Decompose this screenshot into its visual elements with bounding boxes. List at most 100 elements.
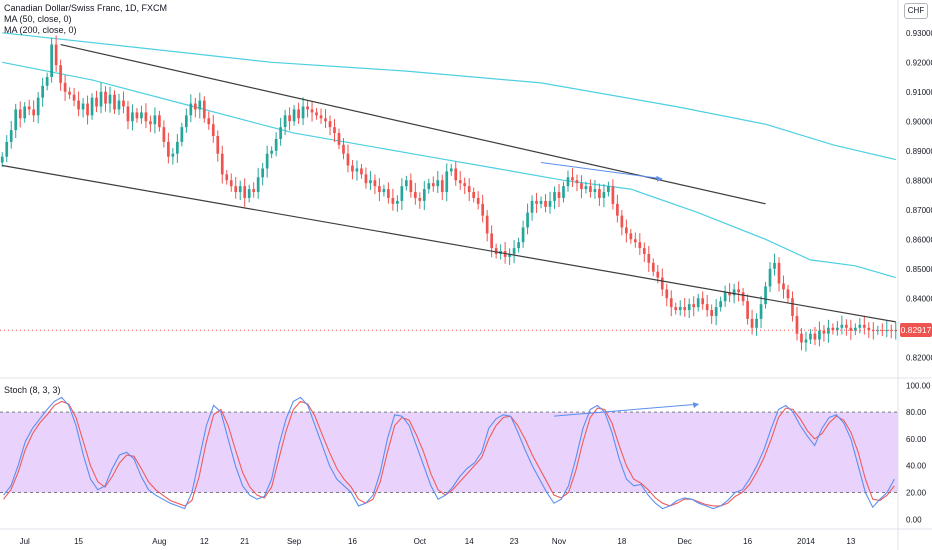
candle-body (782, 283, 785, 290)
candle-body (135, 112, 139, 119)
candle-body (144, 112, 148, 122)
candle-body (184, 115, 188, 128)
candle-body (283, 115, 287, 128)
candle-body (391, 197, 395, 204)
candle-body (642, 248, 646, 254)
candle-body (387, 189, 390, 198)
candle-body (328, 121, 332, 128)
candle-body (270, 150, 273, 154)
candle-body (687, 304, 691, 311)
candle-body (436, 180, 440, 187)
candle-body (77, 100, 80, 110)
candle-body (773, 262, 776, 269)
candle-body (324, 118, 327, 122)
candle-body (315, 112, 318, 116)
candle-body (485, 215, 489, 234)
candle-body (220, 153, 224, 175)
candle-body (274, 138, 278, 151)
candle-body (719, 301, 722, 308)
candle-body (81, 103, 85, 110)
candle-body (813, 333, 817, 340)
candle-body (476, 197, 480, 204)
candle-body (880, 330, 884, 332)
candle-body (216, 136, 220, 154)
candle-body (122, 100, 125, 107)
candle-body (247, 189, 251, 198)
candle-body (158, 115, 161, 128)
candle-body (454, 168, 458, 181)
candle-body (440, 180, 444, 193)
candle-body (364, 174, 368, 184)
candle-body (36, 97, 40, 116)
candle-body (512, 248, 516, 254)
trendline (2, 164, 896, 323)
time-tick-label: 18 (617, 537, 626, 546)
candle-body (849, 327, 853, 331)
candle-body (149, 121, 152, 125)
candle-body (786, 289, 790, 299)
candle-body (229, 180, 233, 187)
candle-body (0, 156, 4, 163)
candle-body (14, 109, 18, 131)
candle-body (490, 233, 494, 249)
candle-body (750, 318, 754, 328)
stoch-tick-label: 40.00 (906, 462, 927, 471)
candle-body (822, 330, 826, 334)
candle-body (234, 186, 238, 193)
candle-body (431, 183, 435, 187)
time-tick-label: 21 (240, 537, 249, 546)
stoch-tick-label: 80.00 (906, 408, 927, 417)
candle-body (342, 144, 345, 154)
candle-body (378, 186, 381, 193)
time-tick-label: Dec (678, 537, 692, 546)
time-tick-label: 15 (74, 537, 83, 546)
candle-body (126, 106, 130, 122)
candle-body (297, 109, 300, 119)
candle-body (95, 97, 98, 107)
candle-body (548, 200, 552, 207)
candle-body (167, 141, 170, 157)
candle-body (108, 94, 112, 104)
candle-body (629, 233, 633, 240)
candle-body (400, 186, 404, 201)
candle-body (562, 186, 565, 198)
candle-body (723, 292, 727, 302)
candle-body (889, 330, 893, 332)
stoch-legend: Stoch (8, 3, 3) (4, 385, 61, 395)
candle-body (355, 168, 359, 172)
candle-body (396, 200, 399, 204)
candle-body (382, 189, 386, 193)
candle-body (337, 133, 341, 145)
candle-body (131, 112, 134, 122)
candle-body (831, 327, 835, 331)
candle-body (413, 192, 417, 198)
candle-body (818, 330, 821, 340)
candle-body (23, 106, 27, 119)
candle-body (301, 106, 305, 119)
currency-badge[interactable]: CHF (904, 3, 928, 19)
ma200-legend: MA (200, close, 0) (4, 25, 77, 35)
candle-body (692, 304, 696, 308)
candle-body (104, 91, 107, 104)
candle-body (553, 192, 556, 201)
stoch-tick-label: 0.00 (906, 515, 922, 524)
candle-body (18, 109, 22, 119)
time-tick-label: Jul (20, 537, 30, 546)
candle-body (853, 327, 857, 331)
candle-body (894, 330, 898, 332)
candle-body (741, 292, 745, 302)
stoch-tick-label: 100.00 (906, 381, 931, 390)
time-tick-label: Sep (287, 537, 302, 546)
candle-body (41, 85, 45, 98)
candle-body (862, 324, 866, 328)
candle-body (449, 168, 453, 172)
candle-body (261, 168, 265, 178)
candle-body (633, 239, 637, 243)
last-price-tag: 0.82917 (900, 323, 932, 337)
